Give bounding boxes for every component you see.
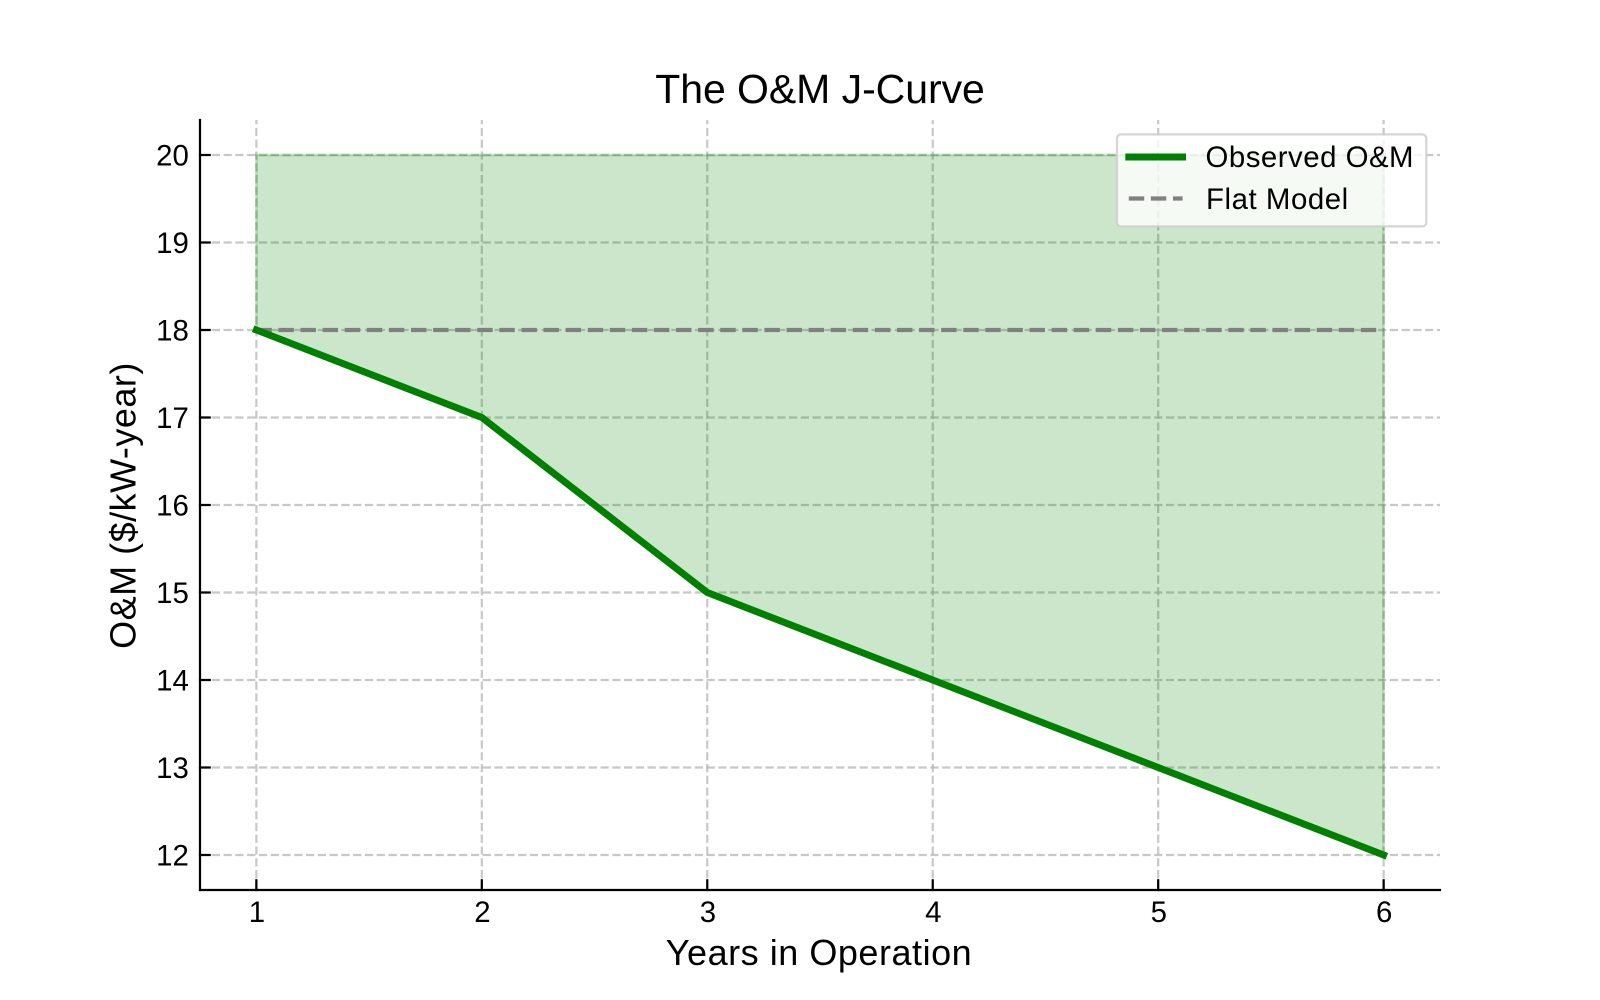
svg-text:3: 3 bbox=[700, 896, 716, 929]
svg-text:1: 1 bbox=[249, 896, 265, 929]
svg-text:O&M ($/kW-year): O&M ($/kW-year) bbox=[103, 362, 144, 649]
svg-text:5: 5 bbox=[1151, 896, 1167, 929]
svg-text:4: 4 bbox=[925, 896, 941, 929]
svg-text:15: 15 bbox=[156, 577, 189, 610]
svg-text:Observed O&M: Observed O&M bbox=[1206, 141, 1415, 174]
svg-text:19: 19 bbox=[156, 227, 189, 260]
svg-text:13: 13 bbox=[156, 752, 189, 785]
svg-text:2: 2 bbox=[474, 896, 490, 929]
svg-text:20: 20 bbox=[156, 139, 189, 172]
svg-text:Flat Model: Flat Model bbox=[1206, 183, 1349, 216]
svg-text:14: 14 bbox=[156, 664, 189, 697]
svg-text:Years in Operation: Years in Operation bbox=[666, 932, 972, 973]
svg-text:18: 18 bbox=[156, 314, 189, 347]
svg-text:16: 16 bbox=[156, 489, 189, 522]
svg-text:12: 12 bbox=[156, 839, 189, 872]
svg-text:17: 17 bbox=[156, 402, 189, 435]
svg-text:6: 6 bbox=[1376, 896, 1392, 929]
svg-text:The O&M J-Curve: The O&M J-Curve bbox=[655, 66, 985, 112]
